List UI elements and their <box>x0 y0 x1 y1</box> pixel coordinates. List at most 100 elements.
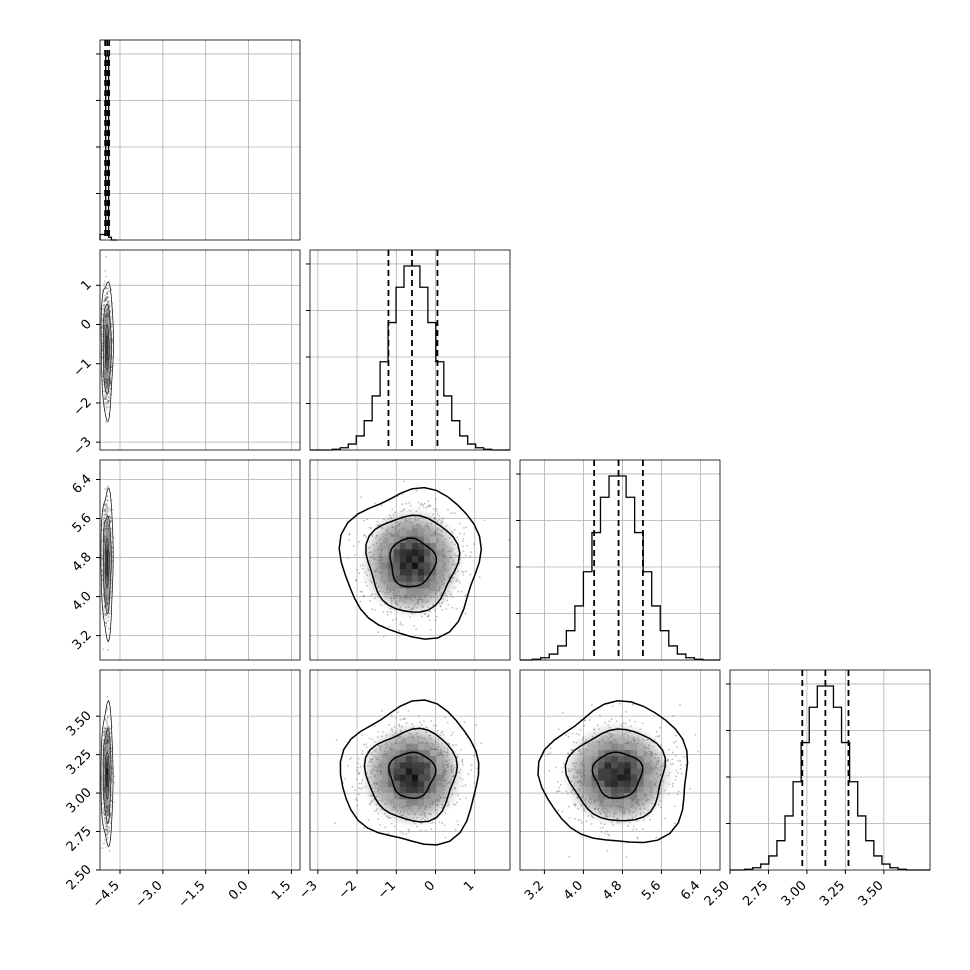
density-cell <box>393 581 401 589</box>
sample-point <box>391 508 394 511</box>
sample-point <box>447 604 450 606</box>
sample-point <box>360 496 362 498</box>
density-cell <box>418 581 425 589</box>
density-cell <box>107 529 109 537</box>
sample-point <box>355 579 358 581</box>
density-cell <box>107 555 109 563</box>
contour-line <box>100 281 114 422</box>
sample-point <box>382 635 385 638</box>
density-cell <box>108 329 110 337</box>
density-cell <box>108 366 110 373</box>
sample-point <box>103 510 105 512</box>
density-cell <box>430 581 437 589</box>
density-cell <box>105 549 107 557</box>
sample-point <box>377 631 380 633</box>
density-cell <box>436 549 443 557</box>
sample-point <box>102 521 104 524</box>
density-cell <box>108 542 110 550</box>
density-cell <box>104 360 106 367</box>
density-cell <box>105 555 107 563</box>
density-cell <box>108 536 110 544</box>
sample-point <box>368 526 371 529</box>
sample-point <box>103 280 106 283</box>
density-cell <box>399 575 407 583</box>
panel-frame <box>309 249 511 451</box>
density-cell <box>108 366 110 373</box>
sample-point <box>463 533 466 536</box>
sample-point <box>463 527 465 529</box>
density-cell <box>105 536 106 544</box>
sample-point <box>413 625 416 627</box>
density-cell <box>108 575 110 583</box>
sample-point <box>405 502 408 505</box>
sample-point <box>435 498 437 501</box>
density-cell <box>109 329 111 337</box>
density-cell <box>109 549 111 557</box>
density-cell <box>107 372 108 379</box>
density-cell <box>107 549 109 557</box>
density-cell <box>405 581 413 589</box>
density-cell <box>436 575 443 583</box>
density-cell <box>106 555 107 563</box>
density-cell <box>436 568 443 576</box>
sample-point <box>101 318 104 320</box>
density-cell <box>387 581 395 589</box>
sample-point <box>353 554 356 556</box>
density-cell <box>108 348 110 355</box>
sample-point <box>469 573 472 576</box>
contour-line <box>104 324 110 371</box>
sample-point <box>103 283 106 285</box>
sample-point <box>473 543 475 545</box>
sample-point <box>363 594 365 597</box>
density-cell <box>405 588 413 596</box>
density-cell <box>106 542 108 550</box>
density-cell <box>418 575 425 583</box>
density-cell <box>405 536 413 544</box>
density-cell <box>381 555 388 563</box>
density-cell <box>107 341 109 349</box>
sample-point <box>105 287 108 290</box>
density-cell <box>105 529 107 537</box>
density-cell <box>430 562 437 570</box>
density-cell <box>109 555 111 563</box>
sample-point <box>433 508 435 511</box>
density-cell <box>106 542 107 550</box>
sample-point <box>429 629 432 631</box>
density-cell <box>106 317 107 325</box>
density-cell <box>393 575 401 583</box>
sample-point <box>415 628 417 631</box>
sample-point <box>469 555 472 558</box>
density-cell <box>393 536 401 544</box>
scatter-panel-2-1 <box>309 459 511 661</box>
density-cell <box>105 581 106 589</box>
sample-point <box>106 405 109 408</box>
density-cell <box>109 575 111 583</box>
sample-point <box>105 621 108 624</box>
sample-point <box>359 590 362 593</box>
density-cell <box>106 341 107 349</box>
panel-frame <box>309 459 511 661</box>
sample-point <box>103 513 105 516</box>
sample-point <box>106 836 109 839</box>
panel-content <box>100 255 115 424</box>
sample-point <box>348 532 351 535</box>
density-cell <box>424 555 431 563</box>
density-cell <box>393 549 401 557</box>
density-cell <box>107 354 108 361</box>
sample-point <box>348 533 351 536</box>
sample-point <box>106 504 109 507</box>
scatter-panel-1-0 <box>99 249 301 451</box>
sample-point <box>462 540 464 542</box>
sample-point <box>361 590 363 593</box>
contour-line <box>103 303 112 395</box>
density-cell <box>393 542 401 550</box>
sample-point <box>107 627 110 630</box>
density-cell <box>107 335 109 343</box>
sample-point <box>483 519 486 522</box>
sample-point <box>102 518 105 520</box>
sample-point <box>108 400 110 402</box>
density-cell <box>381 575 388 583</box>
density-cell <box>106 341 108 349</box>
density-cell <box>106 360 108 367</box>
density-cell <box>107 555 108 563</box>
